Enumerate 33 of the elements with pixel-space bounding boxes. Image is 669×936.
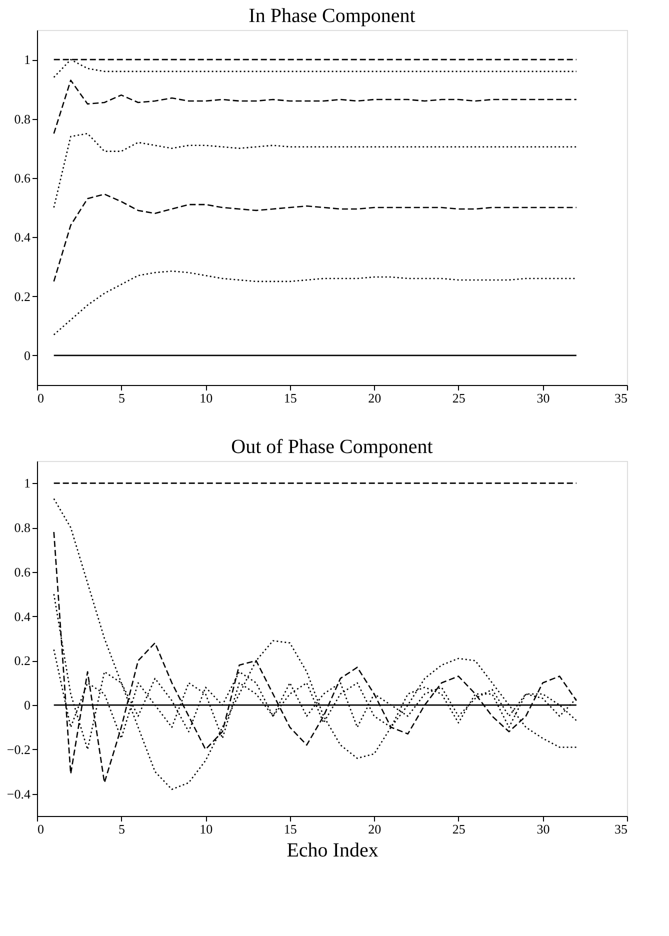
y-tick-label: 0.8 — [14, 520, 30, 536]
x-axis-title: Echo Index — [286, 840, 378, 862]
y-tick-label: 0.2 — [14, 288, 30, 304]
x-tick-label: 30 — [536, 390, 550, 406]
x-tick-label: 0 — [38, 822, 44, 836]
x-tick-label: 25 — [452, 822, 466, 836]
y-tick-label: −0.2 — [6, 742, 30, 757]
y-tick-label: 0.8 — [14, 111, 30, 126]
y-tick-label: 1 — [24, 52, 30, 68]
x-tick-label: 15 — [284, 390, 297, 406]
chart-title: Out of Phase Component — [231, 436, 434, 458]
x-tick-label: 0 — [38, 390, 44, 406]
x-tick-label: 20 — [368, 822, 382, 836]
x-tick-label: 5 — [118, 390, 126, 406]
y-tick-label: −0.4 — [6, 786, 31, 802]
x-tick-label: 10 — [200, 390, 213, 406]
x-tick-label: 35 — [614, 822, 628, 836]
y-tick-label: 0.4 — [14, 608, 31, 624]
x-tick-label: 35 — [614, 390, 628, 406]
chart-title: In Phase Component — [248, 5, 416, 27]
y-tick-label: 0 — [24, 348, 30, 363]
y-tick-label: 0 — [24, 698, 30, 713]
y-tick-label: 0.4 — [14, 230, 31, 245]
y-tick-label: 0.2 — [14, 653, 30, 668]
x-tick-label: 30 — [536, 822, 550, 836]
x-tick-label: 20 — [368, 390, 382, 406]
x-tick-label: 15 — [284, 822, 297, 836]
y-tick-label: 0.6 — [14, 564, 31, 580]
x-tick-label: 10 — [200, 822, 213, 836]
x-tick-label: 25 — [452, 390, 466, 406]
x-tick-label: 5 — [118, 822, 126, 836]
y-tick-label: 1 — [24, 476, 30, 491]
y-tick-label: 0.6 — [14, 170, 31, 186]
